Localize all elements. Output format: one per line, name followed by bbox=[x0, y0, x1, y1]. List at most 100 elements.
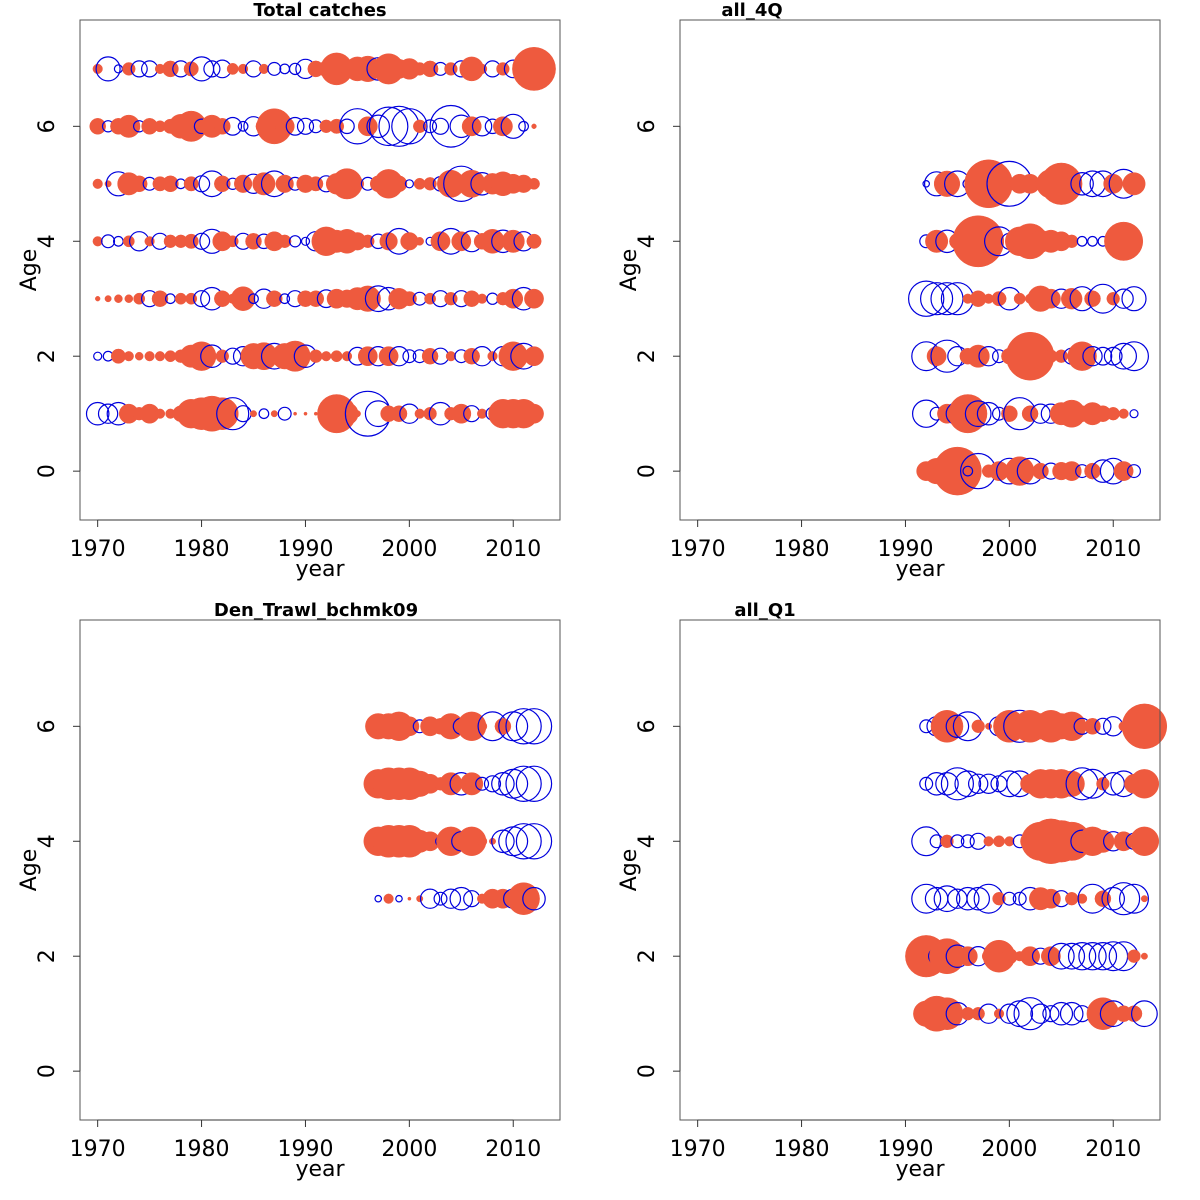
bubble-negative bbox=[1002, 891, 1017, 906]
bubble-negative bbox=[449, 886, 474, 911]
bubble-positive bbox=[1113, 461, 1134, 481]
bubble-positive bbox=[1004, 836, 1015, 847]
bubble-positive bbox=[357, 346, 378, 367]
bubble-positive bbox=[439, 772, 463, 796]
bubble-negative bbox=[978, 346, 999, 367]
bubble-positive bbox=[390, 175, 408, 193]
x-axis: 1970 1980 1990 2000 2010 bbox=[670, 1119, 1141, 1162]
bubble-positive bbox=[421, 347, 439, 365]
bubble-negative bbox=[1049, 1001, 1074, 1026]
y-tick-label: 0 bbox=[35, 1064, 60, 1078]
bubble-negative bbox=[933, 885, 961, 913]
bubble-negative bbox=[935, 771, 959, 796]
bubble-positive bbox=[1005, 456, 1035, 486]
bubble-positive bbox=[270, 410, 278, 418]
bubble-positive bbox=[414, 408, 425, 419]
bubble-positive bbox=[933, 446, 982, 496]
panel-title: all_Q1 bbox=[734, 600, 795, 621]
bubble-negative bbox=[1094, 717, 1112, 735]
bubble-positive bbox=[183, 233, 199, 249]
bubble-positive bbox=[407, 896, 412, 901]
y-axis-label: Age bbox=[17, 249, 42, 292]
bubble-negative bbox=[93, 351, 103, 361]
bubble-negative bbox=[97, 403, 119, 424]
bubble-positive bbox=[1086, 997, 1120, 1030]
bubble-negative bbox=[515, 708, 553, 745]
bubble-positive bbox=[992, 892, 1006, 906]
bubble-negative bbox=[388, 346, 410, 367]
bubble-negative bbox=[366, 114, 390, 139]
bubble-positive bbox=[154, 351, 166, 362]
bubble-positive bbox=[1106, 292, 1120, 306]
bubble-negative bbox=[908, 280, 945, 317]
y-tick-label: 6 bbox=[635, 719, 660, 733]
bubble-positive bbox=[993, 1008, 1005, 1019]
bubble-negative bbox=[515, 823, 553, 860]
bubble-positive bbox=[230, 286, 256, 311]
bubble-negative bbox=[922, 180, 931, 188]
bubble-positive bbox=[1061, 288, 1083, 310]
bubble-positive bbox=[933, 170, 961, 197]
bubble-positive bbox=[531, 123, 537, 129]
bubble-positive bbox=[1077, 893, 1088, 904]
bubble-negative bbox=[193, 232, 211, 250]
bubble-positive bbox=[1013, 292, 1026, 305]
y-tick-label: 4 bbox=[635, 834, 660, 848]
bubble-negative bbox=[518, 120, 529, 132]
panel-all-q1: all_Q1 1970 1980 1990 2000 2010 0 2 4 6 year Ag… bbox=[617, 600, 1168, 1182]
bubble-positive bbox=[330, 350, 343, 363]
bubble-positive bbox=[1021, 405, 1039, 422]
bubble-positive bbox=[496, 62, 510, 76]
y-tick-label: 4 bbox=[35, 234, 60, 248]
bubble-positive bbox=[134, 351, 144, 361]
bubble-positive bbox=[1057, 711, 1087, 741]
panel-title: all_4Q bbox=[721, 0, 782, 21]
bubble-positive bbox=[957, 946, 978, 967]
bubble-negative bbox=[130, 60, 148, 78]
bubble-positive bbox=[293, 411, 297, 416]
bubble-negative bbox=[258, 408, 270, 420]
x-tick-label: 1990 bbox=[877, 1137, 933, 1162]
bubble-positive bbox=[1084, 718, 1101, 735]
bubble-positive bbox=[234, 174, 253, 193]
x-axis-label: year bbox=[895, 557, 945, 582]
bubble-positive bbox=[457, 169, 486, 198]
bubble-negative bbox=[1087, 235, 1098, 247]
bubble-negative bbox=[1103, 346, 1123, 366]
bubble-negative bbox=[1059, 1001, 1084, 1026]
panel-all-4q: all_4Q 1970 1980 1990 2000 2010 0 2 4 6 year Ag… bbox=[617, 0, 1161, 582]
bubble-positive bbox=[303, 411, 308, 416]
bubble-positive bbox=[430, 231, 451, 252]
bubble-positive bbox=[92, 236, 103, 247]
bubble-positive bbox=[1065, 892, 1079, 906]
bubble-positive bbox=[252, 172, 276, 196]
bubble-positive bbox=[1140, 895, 1148, 903]
x-axis: 1970 1980 1990 2000 2010 bbox=[70, 1119, 541, 1162]
bubble-negative bbox=[1130, 1000, 1158, 1028]
bubble-positive bbox=[948, 394, 988, 434]
bubble-negative bbox=[368, 106, 409, 147]
bubble-negative bbox=[203, 60, 221, 78]
bubble-positive bbox=[104, 295, 112, 303]
y-axis-label: Age bbox=[617, 249, 642, 292]
bubble-positive bbox=[524, 403, 544, 424]
x-axis: 1970 1980 1990 2000 2010 bbox=[70, 519, 541, 562]
bubble-negative bbox=[193, 290, 211, 308]
bubble-negative bbox=[505, 765, 542, 803]
y-tick-label: 6 bbox=[35, 119, 60, 133]
bubble-layer bbox=[908, 159, 1149, 496]
bubble-negative bbox=[919, 282, 954, 316]
y-tick-label: 6 bbox=[635, 119, 660, 133]
bubble-negative bbox=[248, 293, 259, 305]
bubble-negative bbox=[976, 401, 1001, 426]
bubble-positive bbox=[162, 60, 179, 78]
x-tick-label: 2000 bbox=[981, 1137, 1037, 1162]
bubble-positive bbox=[144, 351, 155, 362]
bubble-negative bbox=[999, 1003, 1020, 1024]
x-tick-label: 2010 bbox=[1085, 1137, 1141, 1162]
bubble-negative bbox=[491, 829, 515, 854]
bubble-negative bbox=[1012, 891, 1027, 906]
bubble-negative bbox=[440, 888, 462, 909]
bubble-positive bbox=[1129, 826, 1160, 856]
bubble-positive bbox=[110, 348, 126, 364]
